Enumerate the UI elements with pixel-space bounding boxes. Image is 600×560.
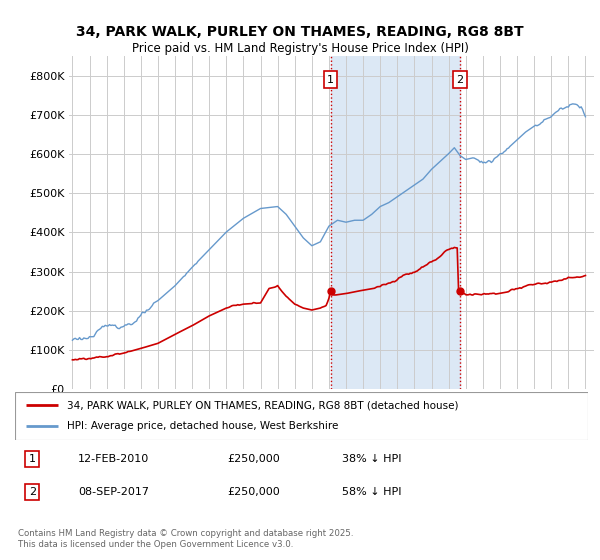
Text: Contains HM Land Registry data © Crown copyright and database right 2025.
This d: Contains HM Land Registry data © Crown c…: [18, 529, 353, 549]
Text: HPI: Average price, detached house, West Berkshire: HPI: Average price, detached house, West…: [67, 421, 338, 431]
Text: 38% ↓ HPI: 38% ↓ HPI: [341, 454, 401, 464]
Bar: [331, 56, 460, 389]
Text: 12-FEB-2010: 12-FEB-2010: [78, 454, 149, 464]
Text: £250,000: £250,000: [227, 487, 280, 497]
Text: 34, PARK WALK, PURLEY ON THAMES, READING, RG8 8BT: 34, PARK WALK, PURLEY ON THAMES, READING…: [76, 25, 524, 39]
Text: £250,000: £250,000: [227, 454, 280, 464]
Text: 58% ↓ HPI: 58% ↓ HPI: [341, 487, 401, 497]
Text: 08-SEP-2017: 08-SEP-2017: [78, 487, 149, 497]
Text: 2: 2: [29, 487, 36, 497]
Text: 1: 1: [29, 454, 35, 464]
Text: 2: 2: [457, 74, 464, 85]
Text: Price paid vs. HM Land Registry's House Price Index (HPI): Price paid vs. HM Land Registry's House …: [131, 42, 469, 55]
Text: 1: 1: [327, 74, 334, 85]
Text: 34, PARK WALK, PURLEY ON THAMES, READING, RG8 8BT (detached house): 34, PARK WALK, PURLEY ON THAMES, READING…: [67, 400, 458, 410]
